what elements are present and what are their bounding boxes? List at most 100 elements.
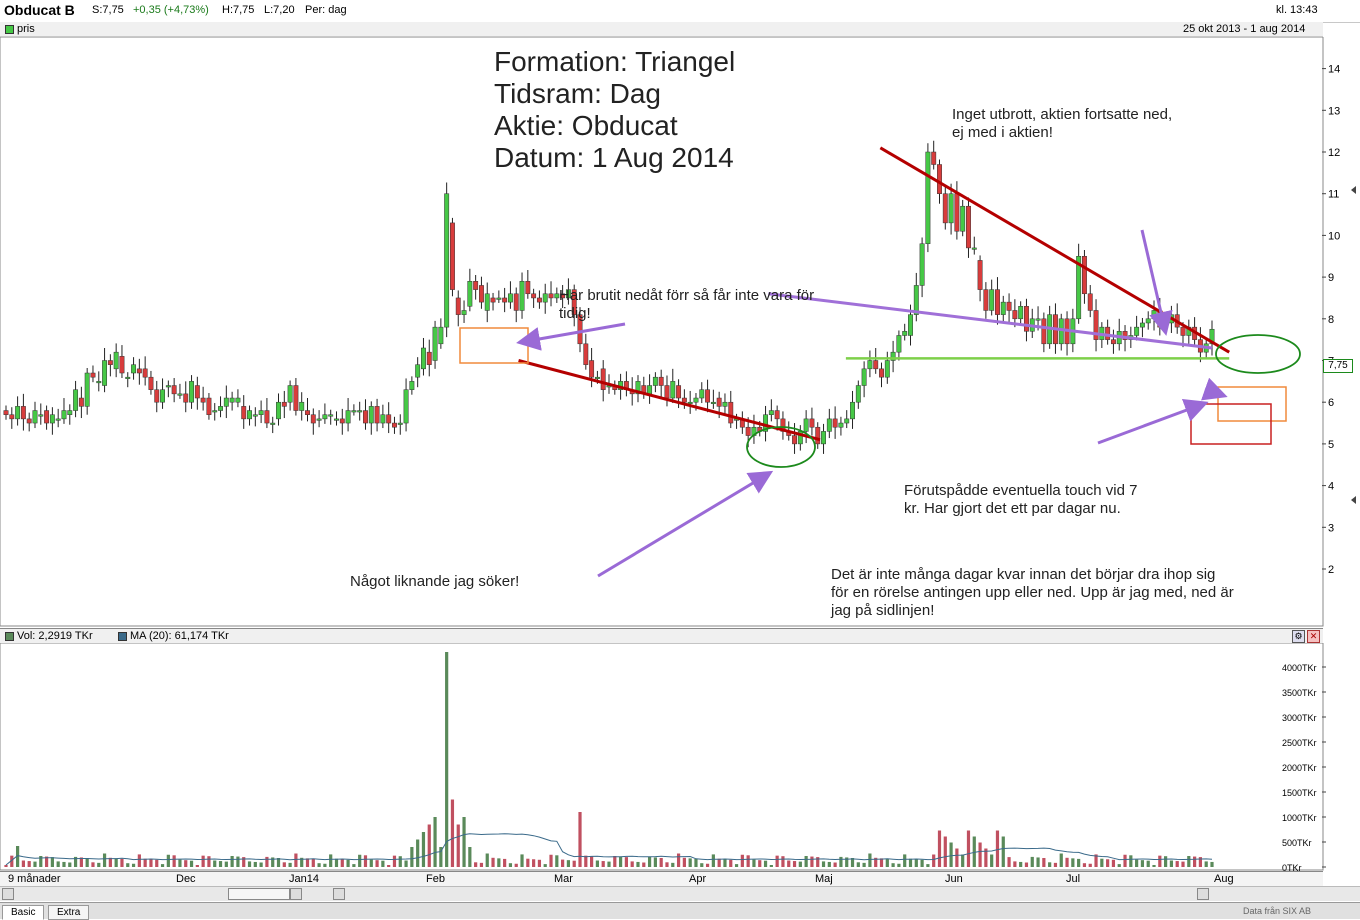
zoom-right-button[interactable]	[1197, 888, 1209, 900]
volume-bar	[874, 857, 878, 867]
y-tick-label: 12	[1328, 147, 1340, 159]
volume-bar	[300, 857, 304, 867]
range-label[interactable]: 9 månader	[8, 873, 61, 885]
volume-bar	[850, 858, 855, 867]
volume-bar	[561, 859, 565, 867]
volume-bar	[908, 858, 913, 867]
volume-bar	[375, 860, 379, 867]
candle-body	[310, 414, 316, 424]
volume-bar	[387, 865, 391, 867]
time-scrollbar[interactable]	[0, 886, 1360, 901]
right-marker-bottom	[1351, 496, 1356, 504]
volume-bar	[1129, 855, 1133, 867]
volume-legend-swatch	[5, 632, 14, 641]
candle-body	[26, 418, 32, 424]
candle-body	[61, 410, 67, 420]
volume-bar	[172, 855, 176, 867]
volume-chart[interactable]: 0TKr 500TKr 1000TKr 1500TKr 2000TKr 2500TKr 30…	[0, 643, 1360, 871]
volume-bar	[995, 830, 1000, 867]
volume-bar	[1193, 856, 1197, 867]
volume-bar	[97, 862, 101, 867]
candle-body	[438, 326, 444, 345]
volume-bar	[508, 863, 513, 867]
volume-bar	[282, 862, 286, 867]
candle-body	[194, 385, 200, 399]
volume-bar	[294, 853, 298, 867]
volume-bar	[723, 859, 727, 867]
candle-body	[513, 293, 519, 311]
candle-body	[942, 193, 948, 224]
candle-body	[148, 376, 154, 390]
volume-bar	[201, 855, 205, 867]
candle-body	[403, 389, 409, 424]
volume-bar	[1042, 858, 1046, 867]
volume-bar	[624, 857, 628, 867]
volume-bar	[584, 855, 588, 867]
volume-bar	[653, 857, 657, 867]
candle-body	[380, 414, 386, 424]
candle-body	[351, 410, 357, 413]
volume-bar	[1077, 858, 1081, 867]
zoom-left-button[interactable]	[333, 888, 345, 900]
volume-bar	[932, 854, 936, 867]
volume-bar	[839, 856, 843, 867]
candle-body	[287, 385, 293, 403]
volume-bar	[392, 855, 397, 867]
volume-bar	[317, 863, 321, 867]
volume-bar	[810, 856, 814, 867]
candle-body	[264, 410, 270, 424]
vol-tick-label: 0TKr	[1282, 863, 1302, 871]
bottom-tabs: Basic Extra Data från SIX AB	[0, 902, 1360, 920]
candle-body	[803, 418, 809, 432]
price-legend-label: pris	[17, 23, 35, 35]
candle-body	[560, 293, 566, 299]
volume-bar	[775, 855, 779, 867]
volume-bar	[792, 861, 797, 867]
candle-body	[815, 426, 821, 445]
volume-bar	[10, 855, 14, 867]
candle-body	[879, 368, 884, 378]
scroll-thumb[interactable]	[228, 888, 290, 900]
volume-bar	[143, 858, 147, 867]
volume-bar	[166, 854, 170, 867]
candle-body	[345, 410, 351, 424]
x-tick-apr: Apr	[689, 873, 707, 885]
candle-body	[792, 435, 797, 445]
volume-bar	[1210, 861, 1214, 867]
candle-body	[548, 293, 554, 299]
volume-bar	[1024, 862, 1029, 867]
volume-bar	[717, 858, 721, 867]
scroll-left-button[interactable]	[2, 888, 14, 900]
volume-bar	[514, 863, 518, 867]
candle-body	[1024, 306, 1029, 332]
candle-body	[647, 385, 653, 395]
arrow-to-feb-box	[516, 322, 626, 351]
candle-body	[989, 289, 995, 311]
candle-body	[334, 418, 339, 421]
volume-bar	[1030, 856, 1034, 867]
candle-body	[293, 385, 299, 411]
candle-body	[426, 351, 432, 365]
volume-bar	[758, 860, 762, 867]
candle-body	[1134, 326, 1140, 336]
stock-text: Aktie: Obducat	[494, 110, 678, 141]
volume-bar	[781, 856, 785, 867]
price-chart[interactable]: 2345678910111213141516	[0, 37, 1360, 627]
settings-icon[interactable]: ⚙	[1292, 630, 1305, 643]
candle-body	[241, 406, 247, 420]
volume-bar	[694, 858, 698, 867]
y-tick-label: 14	[1328, 64, 1340, 76]
close-icon[interactable]: ✕	[1307, 630, 1320, 643]
volume-bar	[1071, 858, 1075, 867]
candle-body	[49, 414, 55, 424]
scroll-right-button[interactable]	[290, 888, 302, 900]
candle-body	[971, 247, 977, 250]
candle-body	[554, 293, 560, 299]
candle-body	[252, 414, 258, 417]
vol-tick-label: 3500TKr	[1282, 688, 1317, 698]
arrow-to-apr-breakout	[597, 470, 774, 578]
volume-bar	[497, 858, 501, 867]
candle-body	[519, 281, 525, 311]
volume-bar	[242, 857, 246, 867]
volume-bar	[955, 848, 959, 867]
